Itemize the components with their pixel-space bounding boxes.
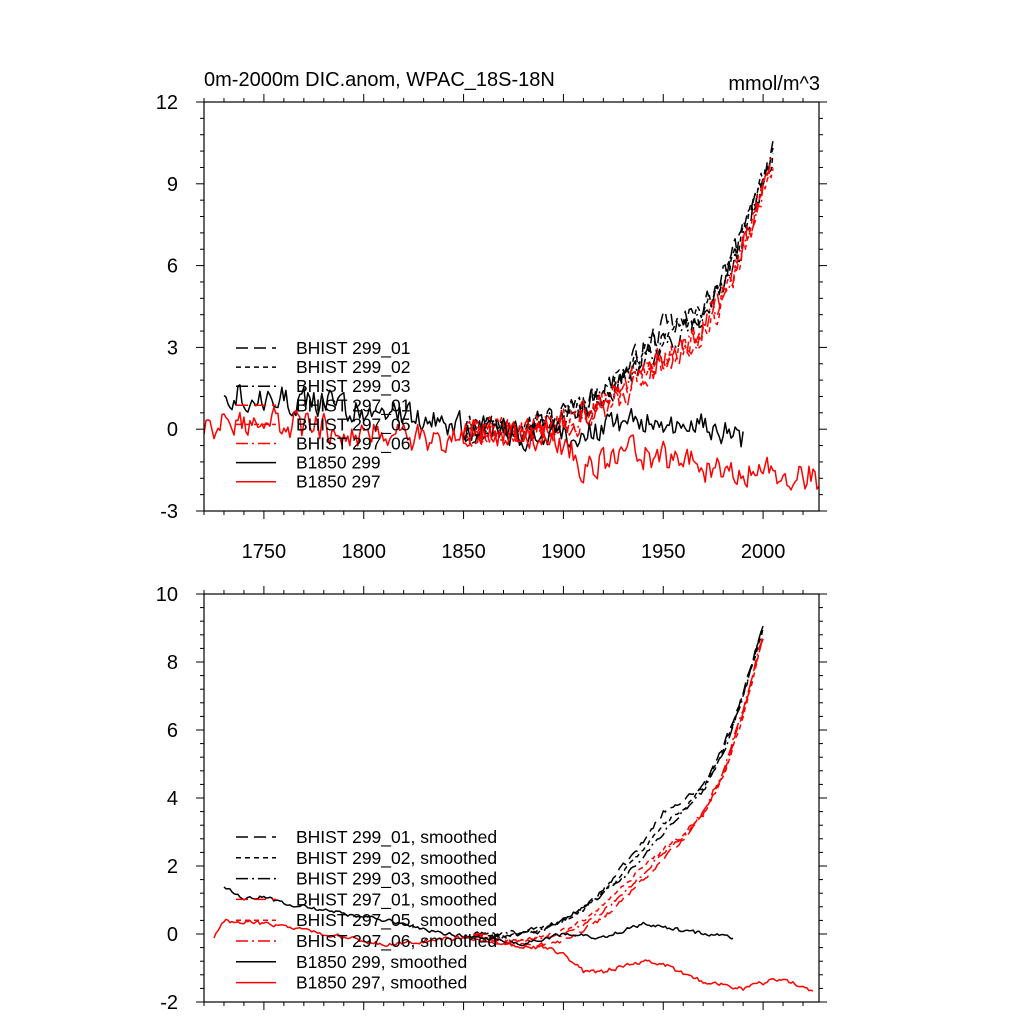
legend-label: BHIST 297_01, smoothed — [296, 889, 497, 910]
x-tick-label: 1750 — [242, 541, 287, 563]
legend-label: B1850 299, smoothed — [296, 952, 467, 972]
top-plot-frame — [203, 101, 820, 512]
legend-label: BHIST 299_01, smoothed — [296, 827, 497, 848]
series-line — [473, 625, 764, 940]
y-tick-label: 2 — [167, 856, 178, 878]
top-axis-ticks: 1750 1800 1850 1900 1950 2000 -3 0 3 6 9 12 — [156, 92, 827, 563]
x-tick-label: 1850 — [441, 541, 486, 563]
legend-label: BHIST 297_06 — [296, 434, 410, 455]
top-series-layer — [203, 140, 820, 491]
y-tick-label: 3 — [167, 337, 178, 359]
legend-label: BHIST 297_05 — [296, 414, 410, 435]
y-tick-label: -3 — [160, 501, 178, 523]
y-tick-label: 0 — [167, 924, 178, 946]
y-tick-label: 4 — [167, 788, 178, 810]
series-line — [473, 625, 764, 937]
legend-label: B1850 297, smoothed — [296, 973, 467, 993]
chart-title: 0m-2000m DIC.anom, WPAC_18S-18N — [204, 69, 555, 91]
legend-label: BHIST 299_03, smoothed — [296, 869, 497, 890]
series-line — [462, 165, 774, 447]
legend-label: B1850 299 — [296, 453, 381, 473]
legend-label: BHIST 297_01 — [296, 395, 410, 416]
series-line — [473, 627, 764, 940]
y-tick-label: 10 — [156, 584, 178, 606]
legend-label: BHIST 299_01 — [296, 338, 410, 359]
series-line — [462, 154, 774, 446]
legend-label: B1850 297 — [296, 472, 381, 492]
x-tick-label: 2000 — [741, 541, 786, 563]
bottom-axis-ticks: -2 0 2 4 6 8 10 — [156, 584, 827, 1014]
series-line — [462, 147, 774, 445]
series-line — [223, 886, 734, 947]
y-tick-label: 6 — [167, 256, 178, 278]
y-tick-label: 8 — [167, 652, 178, 674]
bottom-plot-frame — [203, 593, 820, 1003]
legend-label: BHIST 299_02 — [296, 357, 410, 378]
series-line — [213, 918, 814, 992]
y-tick-label: 0 — [167, 419, 178, 441]
top-panel: 0m-2000m DIC.anom, WPAC_18S-18N mmol/m^3… — [156, 69, 827, 563]
legend-label: BHIST 299_03 — [296, 376, 410, 397]
y-tick-label: -2 — [160, 992, 178, 1014]
series-line — [203, 406, 820, 491]
units-label: mmol/m^3 — [728, 73, 820, 95]
x-tick-label: 1800 — [341, 541, 386, 563]
y-tick-label: 9 — [167, 174, 178, 196]
series-line — [473, 634, 764, 944]
legend-label: BHIST 297_05, smoothed — [296, 910, 497, 931]
series-line — [223, 384, 744, 452]
series-line — [473, 634, 764, 947]
y-tick-label: 6 — [167, 720, 178, 742]
x-tick-label: 1900 — [541, 541, 586, 563]
legend-label: BHIST 299_02, smoothed — [296, 848, 497, 869]
x-tick-label: 1950 — [641, 541, 686, 563]
y-tick-label: 12 — [156, 92, 178, 114]
legend-label: BHIST 297_06, smoothed — [296, 931, 497, 952]
bottom-series-layer — [213, 625, 814, 992]
